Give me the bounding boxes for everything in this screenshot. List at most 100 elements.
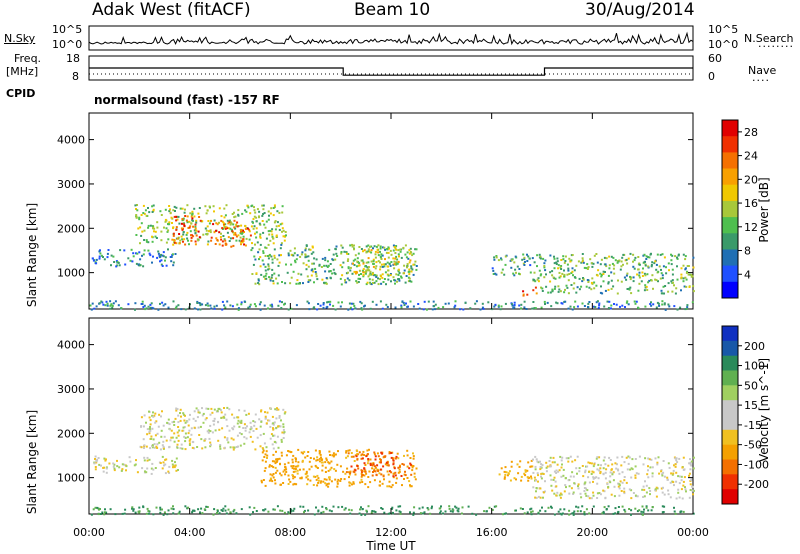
echo-cell bbox=[663, 292, 665, 295]
echo-cell bbox=[540, 463, 543, 466]
echo-cell bbox=[300, 273, 303, 276]
echo-cell bbox=[278, 254, 281, 257]
echo-cell bbox=[560, 302, 563, 305]
echo-cell bbox=[444, 302, 447, 305]
echo-cell bbox=[176, 443, 179, 446]
echo-cell bbox=[497, 304, 500, 307]
echo-cell bbox=[352, 482, 355, 485]
echo-cell bbox=[254, 258, 257, 261]
echo-cell bbox=[131, 260, 134, 263]
echo-cell bbox=[138, 511, 141, 514]
echo-cell bbox=[336, 255, 339, 257]
echo-cell bbox=[596, 468, 599, 471]
echo-cell bbox=[527, 479, 530, 482]
echo-cell bbox=[176, 446, 179, 449]
echo-cell bbox=[265, 237, 268, 240]
echo-cell bbox=[136, 471, 139, 474]
echo-cell bbox=[369, 307, 372, 310]
echo-cell bbox=[598, 304, 601, 307]
echo-cell bbox=[165, 458, 168, 461]
echo-cell bbox=[663, 475, 666, 478]
echo-cell bbox=[249, 435, 252, 438]
echo-cell bbox=[618, 487, 621, 490]
echo-cell bbox=[203, 508, 206, 511]
colorbar-tick-label: 16 bbox=[744, 197, 758, 210]
echo-cell bbox=[155, 420, 158, 423]
echo-cell bbox=[561, 463, 563, 466]
echo-cell bbox=[386, 306, 389, 308]
echo-cell bbox=[600, 285, 602, 288]
echo-cell bbox=[598, 469, 601, 472]
echo-cell bbox=[651, 261, 654, 264]
echo-cell bbox=[500, 271, 503, 274]
echo-cell bbox=[108, 462, 111, 465]
echo-cell bbox=[560, 475, 563, 478]
echo-cell bbox=[106, 252, 109, 255]
echo-cell bbox=[361, 474, 364, 476]
echo-cell bbox=[213, 508, 216, 511]
echo-cell bbox=[160, 415, 162, 418]
echo-cell bbox=[673, 484, 675, 487]
echo-cell bbox=[280, 454, 283, 457]
echo-cell bbox=[401, 300, 404, 303]
colorbar-swatch bbox=[722, 200, 738, 218]
echo-cell bbox=[232, 510, 235, 513]
echo-cell bbox=[375, 261, 378, 264]
echo-cell bbox=[571, 512, 574, 515]
echo-cell bbox=[303, 450, 306, 453]
echo-cell bbox=[240, 229, 243, 231]
echo-cell bbox=[273, 221, 276, 224]
echo-cell bbox=[315, 466, 318, 469]
colorbar-tick-label: 12 bbox=[744, 221, 758, 234]
echo-cell bbox=[318, 460, 321, 463]
echo-cell bbox=[281, 431, 284, 434]
echo-cell bbox=[344, 472, 347, 475]
echo-cell bbox=[237, 213, 240, 216]
echo-cell bbox=[644, 480, 646, 483]
echo-cell bbox=[276, 505, 279, 508]
echo-cell bbox=[687, 273, 690, 276]
echo-cell bbox=[354, 272, 357, 275]
echo-cell bbox=[123, 463, 126, 466]
echo-cell bbox=[292, 254, 295, 257]
echo-cell bbox=[372, 463, 375, 466]
echo-cell bbox=[610, 271, 613, 274]
echo-cell bbox=[183, 435, 186, 438]
y-tick-label: 1000 bbox=[57, 267, 85, 280]
echo-cell bbox=[112, 255, 115, 258]
echo-cell bbox=[379, 278, 381, 281]
freq-label: Freq. bbox=[14, 52, 42, 65]
echo-cell bbox=[419, 512, 422, 515]
echo-cell bbox=[390, 253, 393, 256]
echo-cell bbox=[132, 252, 135, 255]
echo-cell bbox=[550, 478, 553, 481]
echo-cell bbox=[287, 474, 290, 477]
echo-cell bbox=[156, 447, 159, 449]
echo-cell bbox=[607, 464, 610, 467]
echo-cell bbox=[571, 308, 574, 311]
echo-cell bbox=[132, 255, 135, 258]
echo-cell bbox=[233, 226, 236, 229]
echo-cell bbox=[559, 508, 562, 511]
echo-cell bbox=[536, 472, 539, 475]
echo-cell bbox=[161, 467, 164, 470]
echo-cell bbox=[675, 287, 678, 290]
echo-cell bbox=[234, 215, 237, 218]
echo-cell bbox=[554, 285, 557, 288]
echo-cell bbox=[171, 459, 174, 462]
echo-cell bbox=[504, 255, 507, 258]
echo-cell bbox=[276, 458, 279, 461]
echo-cell bbox=[105, 466, 108, 469]
echo-cell bbox=[332, 452, 335, 455]
echo-cell bbox=[600, 275, 603, 278]
echo-cell bbox=[223, 416, 226, 419]
echo-cell bbox=[103, 466, 106, 469]
echo-cell bbox=[184, 448, 187, 451]
echo-cell bbox=[645, 484, 648, 487]
echo-cell bbox=[196, 416, 199, 419]
echo-cell bbox=[612, 512, 615, 515]
echo-cell bbox=[367, 459, 370, 462]
echo-cell bbox=[625, 258, 628, 261]
echo-cell bbox=[212, 420, 215, 422]
echo-cell bbox=[389, 273, 392, 275]
